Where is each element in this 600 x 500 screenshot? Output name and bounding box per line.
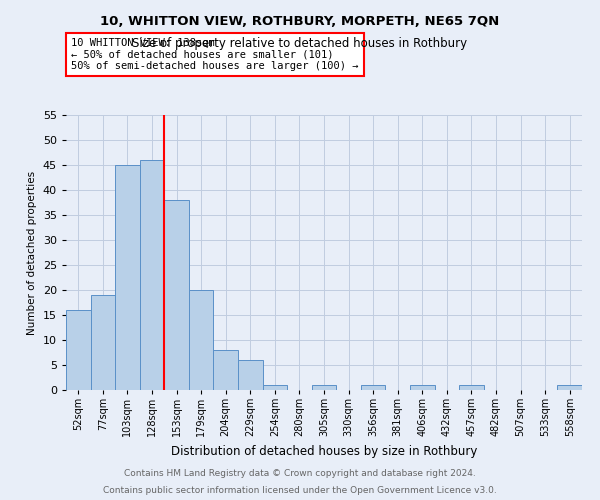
- Bar: [312, 385, 336, 390]
- Text: Size of property relative to detached houses in Rothbury: Size of property relative to detached ho…: [133, 38, 467, 51]
- Bar: [91, 295, 115, 390]
- Text: Contains public sector information licensed under the Open Government Licence v3: Contains public sector information licen…: [103, 486, 497, 495]
- Text: 10 WHITTON VIEW: 138sqm
← 50% of detached houses are smaller (101)
50% of semi-d: 10 WHITTON VIEW: 138sqm ← 50% of detache…: [71, 38, 359, 71]
- X-axis label: Distribution of detached houses by size in Rothbury: Distribution of detached houses by size …: [171, 444, 477, 458]
- Bar: [214, 350, 238, 390]
- Bar: [140, 160, 164, 390]
- Bar: [263, 385, 287, 390]
- Bar: [164, 200, 189, 390]
- Bar: [557, 385, 582, 390]
- Text: 10, WHITTON VIEW, ROTHBURY, MORPETH, NE65 7QN: 10, WHITTON VIEW, ROTHBURY, MORPETH, NE6…: [100, 15, 500, 28]
- Bar: [189, 290, 214, 390]
- Text: Contains HM Land Registry data © Crown copyright and database right 2024.: Contains HM Land Registry data © Crown c…: [124, 468, 476, 477]
- Bar: [459, 385, 484, 390]
- Bar: [238, 360, 263, 390]
- Bar: [361, 385, 385, 390]
- Bar: [115, 165, 140, 390]
- Bar: [66, 310, 91, 390]
- Y-axis label: Number of detached properties: Number of detached properties: [27, 170, 37, 334]
- Bar: [410, 385, 434, 390]
